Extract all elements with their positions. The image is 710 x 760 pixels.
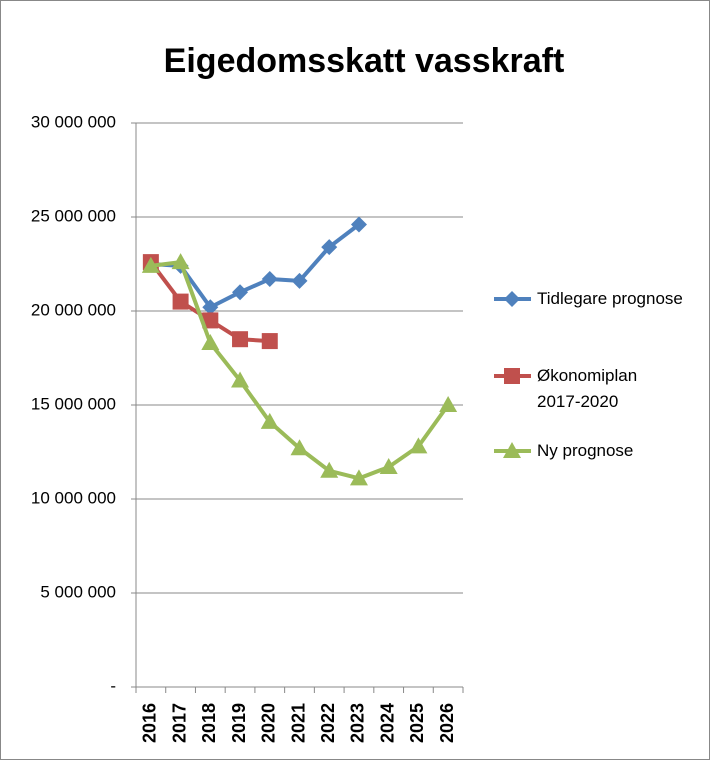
marker <box>231 371 250 388</box>
y-tick-label: 15 000 000 <box>31 394 116 413</box>
marker <box>171 253 190 270</box>
y-tick-label: 25 000 000 <box>31 206 116 225</box>
marker <box>321 239 338 256</box>
marker <box>202 299 219 316</box>
marker <box>379 458 398 475</box>
y-tick-label: 5 000 000 <box>40 582 116 601</box>
marker <box>201 333 220 350</box>
x-tick-label: 2018 <box>199 703 219 743</box>
x-tick-label: 2024 <box>377 703 397 743</box>
y-tick-label: - <box>110 676 116 695</box>
x-tick-label: 2025 <box>407 703 427 743</box>
legend-label: Ny prognose <box>537 441 634 460</box>
legend-label: Tidlegare prognose <box>537 289 683 308</box>
marker <box>232 331 249 348</box>
marker <box>290 439 309 456</box>
x-tick-label: 2019 <box>229 703 249 743</box>
x-tick-label: 2023 <box>348 703 368 743</box>
x-tick-label: 2017 <box>169 703 189 743</box>
x-tick-label: 2022 <box>318 703 338 743</box>
legend-label: Økonomiplan 2017-2020 <box>537 366 638 411</box>
marker <box>503 442 521 458</box>
marker <box>202 312 219 329</box>
marker <box>232 284 249 301</box>
x-tick-label: 2016 <box>140 703 160 743</box>
marker <box>261 271 278 288</box>
marker <box>504 291 520 307</box>
marker <box>504 368 520 384</box>
marker <box>260 412 279 429</box>
x-tick-label: 2021 <box>288 703 308 743</box>
chart-title: Eigedomsskatt vasskraft <box>164 42 565 80</box>
marker <box>291 272 308 289</box>
marker <box>409 437 428 454</box>
marker <box>141 256 160 273</box>
marker <box>439 396 458 412</box>
x-tick-label: 2020 <box>259 703 279 743</box>
marker <box>172 293 189 310</box>
marker <box>261 333 278 350</box>
y-tick-label: 20 000 000 <box>31 300 116 319</box>
y-tick-label: 10 000 000 <box>31 488 116 507</box>
x-tick-label: 2026 <box>437 703 457 743</box>
marker <box>349 469 368 486</box>
marker <box>350 216 367 233</box>
marker <box>320 461 339 478</box>
y-tick-label: 30 000 000 <box>31 112 116 131</box>
